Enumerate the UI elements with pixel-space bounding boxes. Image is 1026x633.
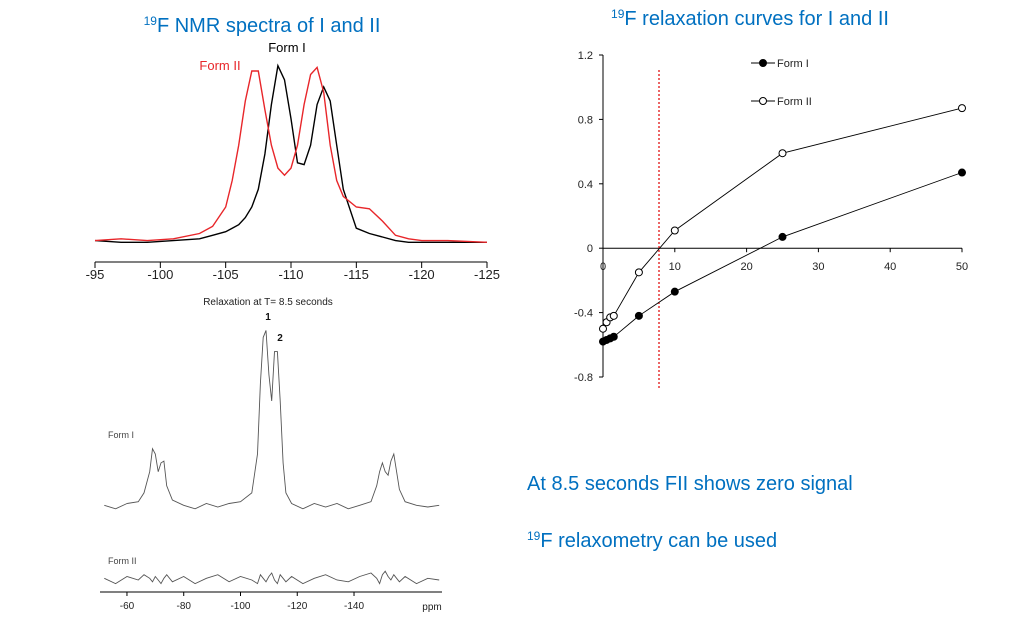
x-tick-label: -115 [344, 267, 369, 282]
data-point [634, 311, 643, 320]
x-tick-label: -100 [147, 267, 173, 282]
data-point [609, 311, 618, 320]
chart-title: 19F NMR spectra of I and II [144, 14, 381, 37]
series-label: Form I [268, 40, 306, 55]
x-tick-label: 30 [812, 261, 824, 273]
note: At 8.5 seconds FII shows zero signal [527, 473, 853, 495]
data-point [609, 332, 618, 341]
x-tick-label: -120 [409, 267, 435, 282]
data-point [778, 232, 787, 241]
x-tick-label: -80 [176, 601, 191, 612]
note-text: F relaxometry can be used [540, 530, 777, 552]
title-superscript: 19 [144, 14, 158, 28]
chart-title: 19F relaxation curves for I and II [611, 7, 889, 30]
data-point [599, 324, 607, 333]
series-line [104, 570, 440, 585]
legend-label: Form II [777, 96, 812, 108]
x-tick-label: 50 [956, 261, 968, 273]
y-tick-label: 0 [587, 243, 593, 255]
x-tick-label: 40 [884, 261, 896, 273]
x-tick-label: -100 [230, 601, 250, 612]
x-tick-label: 20 [740, 261, 752, 273]
x-tick-label: 10 [669, 261, 681, 273]
x-tick-label: -125 [474, 267, 500, 282]
series-label: Form II [199, 58, 240, 73]
data-point [634, 268, 643, 277]
data-point [778, 149, 787, 158]
series-line [104, 330, 440, 510]
legend-marker [759, 59, 767, 67]
peak-label: 1 [265, 312, 271, 323]
title-text: F NMR spectra of I and II [157, 15, 380, 37]
x-tick-label: -60 [120, 601, 135, 612]
title-superscript: 19 [611, 7, 625, 21]
y-tick-label: 0.8 [578, 114, 593, 126]
series-label: Form I [108, 430, 134, 440]
title-text: F relaxation curves for I and II [624, 8, 889, 30]
x-tick-label: -110 [278, 267, 303, 282]
y-tick-label: 0.4 [578, 179, 593, 191]
note-superscript: 19 [527, 529, 541, 543]
legend-label: Form I [777, 58, 809, 70]
series-label: Form II [108, 556, 137, 566]
data-point [670, 287, 679, 296]
peak-label: 2 [277, 333, 283, 344]
legend-marker [759, 97, 767, 105]
x-tick-label: -95 [86, 267, 105, 282]
x-tick-label: -140 [344, 601, 364, 612]
y-tick-label: 1.2 [578, 50, 593, 62]
y-tick-label: -0.4 [574, 308, 593, 320]
x-tick-label: -120 [287, 601, 307, 612]
note: 19F relaxometry can be used [527, 529, 777, 552]
x-axis-label: ppm [422, 602, 441, 613]
data-point [670, 226, 679, 235]
y-tick-label: -0.8 [574, 372, 593, 384]
series-line [94, 63, 487, 243]
series-line [94, 65, 488, 243]
x-tick-label: -105 [213, 267, 239, 282]
data-point [958, 104, 966, 113]
chart-subtitle: Relaxation at T= 8.5 seconds [203, 297, 333, 308]
data-point [958, 168, 966, 177]
